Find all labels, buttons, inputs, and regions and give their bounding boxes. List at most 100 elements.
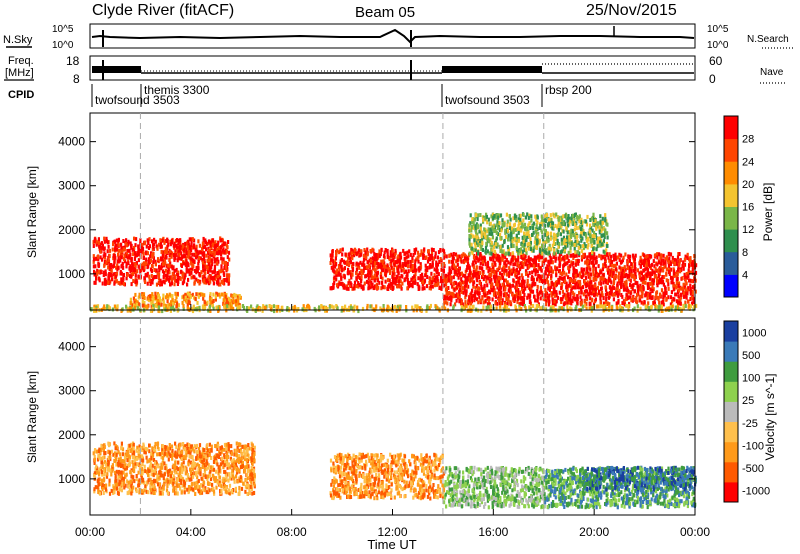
power-cell [419,252,422,257]
power-cell [547,283,550,288]
power-cell [402,267,405,272]
power-cell [527,255,530,260]
power-cell [397,271,400,276]
power-cell [213,252,216,257]
power-cell [529,262,533,267]
power-cell [149,308,153,313]
power-cell [657,279,660,284]
power-cell [340,281,343,286]
power-cell [501,257,504,262]
power-cell [107,244,110,249]
power-cell [605,219,608,224]
power-cell [123,245,126,250]
power-cell [187,277,190,282]
power-cell [558,275,561,280]
power-cell [615,266,618,271]
power-cell [528,241,531,246]
power-cell [447,272,450,277]
power-cell [449,275,452,280]
power-cell [602,249,605,254]
power-cell [127,239,130,244]
power-cell [523,244,526,249]
power-cell [159,298,162,303]
power-cell [504,255,507,260]
power-cell [656,305,659,310]
power-cell [569,295,572,300]
power-cell [528,213,531,218]
power-cell [587,242,590,247]
power-cell [332,285,335,290]
power-cell [553,248,556,253]
power-cell [131,272,135,276]
power-cell [569,284,572,289]
power-cell [646,286,650,290]
power-cell [140,245,143,250]
power-cell [569,292,572,297]
power-cell [509,261,512,266]
power-cell [560,276,563,281]
power-cell [598,230,601,235]
power-cell [492,285,495,290]
power-cell [656,255,659,260]
power-cell [589,276,592,281]
power-cell [207,251,210,255]
power-cell [154,239,157,244]
power-cell [594,233,597,237]
power-cell [476,291,479,296]
power-cell [585,275,588,280]
power-cell [131,265,134,270]
power-cell [525,271,528,276]
power-cell [145,257,148,262]
power-cell [356,273,359,278]
power-cell [511,257,514,262]
power-cell [652,259,655,264]
power-cell [120,255,123,260]
power-cell [614,263,617,268]
power-cell [465,280,468,285]
power-cell [489,268,493,272]
power-cell [601,293,604,298]
power-cell [526,283,529,288]
power-cell [452,281,455,286]
power-cell [496,220,499,225]
power-cell [372,265,375,270]
power-cell [196,249,199,254]
power-cell [541,260,544,265]
power-cell [406,260,409,265]
power-cell [192,258,195,263]
power-cell [371,263,374,268]
power-cell [524,215,527,220]
power-cell [505,293,508,298]
power-cell [423,278,427,283]
power-cell [246,309,249,313]
power-cell [388,278,391,283]
power-cell [234,293,238,298]
power-cell [599,281,603,286]
power-cell [149,267,153,272]
power-cell [418,285,421,290]
power-cell [562,307,565,312]
power-cell [558,260,561,265]
power-cell [551,298,554,303]
power-cell [490,272,493,277]
power-cell [567,266,570,271]
power-cell [193,281,196,286]
power-cell [186,254,189,259]
power-cell [632,283,635,288]
power-cell [580,220,583,225]
power-cell [453,263,456,268]
power-cell [144,304,147,309]
power-cell [188,272,191,277]
power-cell [399,263,402,268]
power-cell [185,256,188,261]
power-cell [374,273,377,278]
power-cell [626,266,629,271]
power-cell [444,282,448,286]
power-cell [464,279,467,284]
power-cell [199,256,202,261]
power-cell [225,278,229,283]
power-cell [145,262,148,266]
power-cell [411,284,414,289]
power-cell [684,278,687,283]
power-cell [357,281,360,285]
